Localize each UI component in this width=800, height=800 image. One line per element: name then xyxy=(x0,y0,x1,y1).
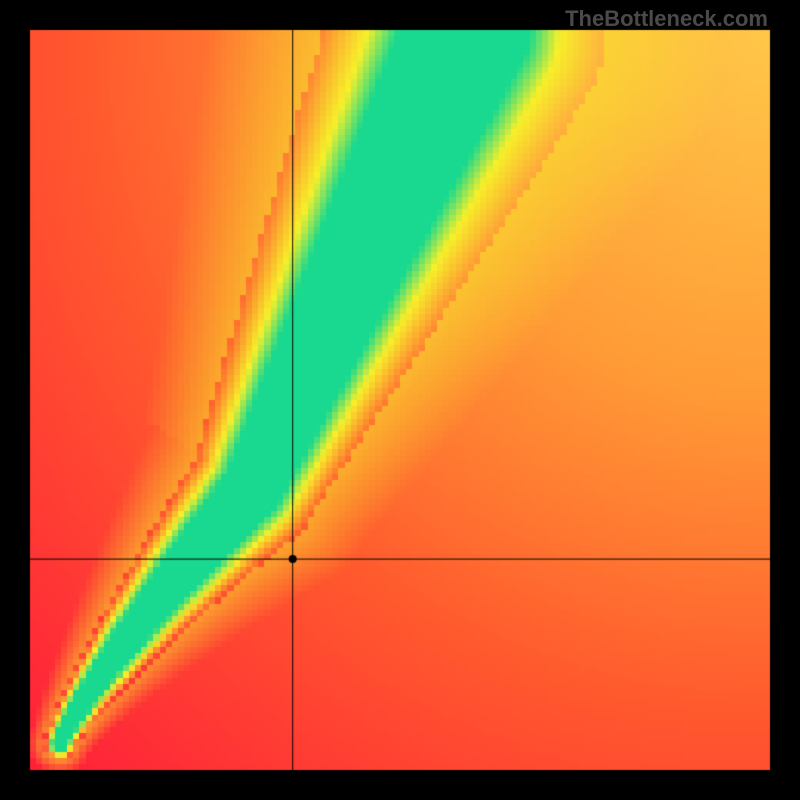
chart-container: TheBottleneck.com xyxy=(0,0,800,800)
heatmap-canvas xyxy=(0,0,800,800)
watermark-text: TheBottleneck.com xyxy=(565,6,768,32)
